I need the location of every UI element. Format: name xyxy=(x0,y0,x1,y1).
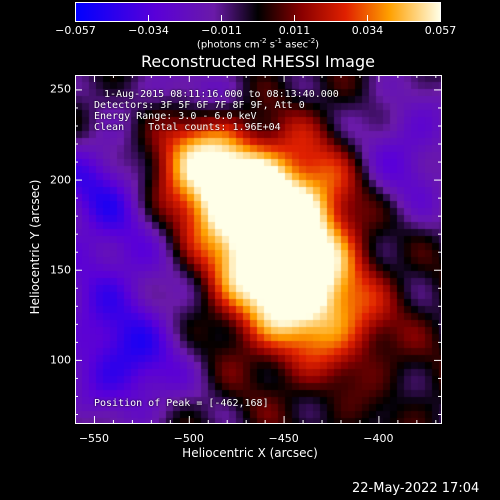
heatmap-image xyxy=(75,75,441,423)
colorbar-units: (photons cm-2 s-1 asec-2) xyxy=(196,37,320,51)
timestamp: 22-May-2022 17:04 xyxy=(352,481,480,496)
x-axis-label: Heliocentric X (arcsec) xyxy=(182,446,318,460)
plot-title: Reconstructed RHESSI Image xyxy=(141,52,375,71)
colorbar-tick-label: −0.057 xyxy=(55,24,96,37)
colorbar-tick-label: 0.011 xyxy=(278,24,311,37)
x-tick-label: −500 xyxy=(173,432,204,445)
annotation-time-range: 1-Aug-2015 08:11:16.000 to 08:13:40.000 xyxy=(104,89,339,100)
annotation-clean-counts: Clean Total counts: 1.96E+04 xyxy=(94,122,281,133)
colorbar-tick-label: 0.034 xyxy=(351,24,384,37)
y-tick-label: 250 xyxy=(50,82,71,96)
annotation-energy-range: Energy Range: 3.0 - 6.0 keV xyxy=(94,111,257,122)
y-axis-label: Heliocentric Y (arcsec) xyxy=(28,179,42,315)
x-tick-label: −400 xyxy=(363,432,394,445)
x-tick-label: −550 xyxy=(78,432,110,445)
annotation-peak-position: Position of Peak = [-462,168] xyxy=(94,398,269,409)
y-tick-label: 200 xyxy=(50,173,71,187)
y-tick-label: 100 xyxy=(50,353,71,367)
colorbar-tick-label: 0.057 xyxy=(424,24,457,37)
y-tick-label: 150 xyxy=(50,263,71,277)
colorbar-tick-label: −0.011 xyxy=(201,24,242,37)
x-tick-label: −450 xyxy=(268,432,299,445)
annotation-detectors: Detectors: 3F 5F 6F 7F 8F 9F, Att 0 xyxy=(94,100,305,111)
colorbar-tick-label: −0.034 xyxy=(128,24,169,37)
plot-frame xyxy=(75,75,442,424)
colorbar xyxy=(75,2,441,22)
